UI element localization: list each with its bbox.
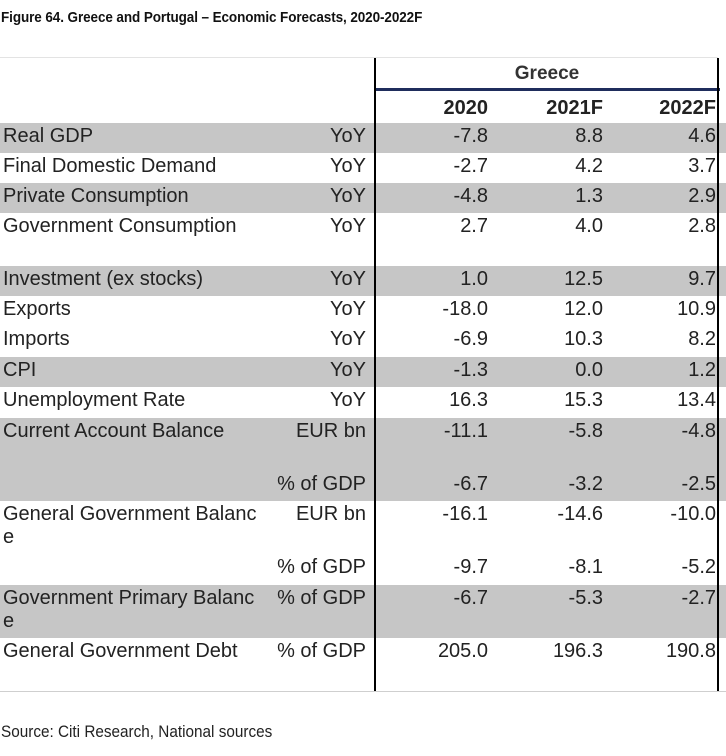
table-row: Government Consumption YoY 2.7 4.0 2.8	[0, 213, 726, 266]
value-cell: -3.2	[568, 473, 603, 495]
row-label: Current Account Balance	[3, 420, 225, 442]
table-row: Imports YoY -6.9 10.3 8.2	[0, 326, 726, 357]
value-cell: -6.7	[453, 473, 488, 495]
row-unit: YoY	[330, 215, 366, 237]
value-cell: 0.0	[575, 359, 603, 381]
table-row: General Government Debt % of GDP 205.0 196.…	[0, 638, 726, 691]
row-unit: YoY	[330, 389, 366, 411]
year-header-2022f: 2022F	[659, 97, 716, 119]
table-row: Final Domestic Demand YoY -2.7 4.2 3.7	[0, 153, 726, 183]
row-unit: % of GDP	[277, 556, 366, 578]
value-cell: 8.2	[688, 328, 716, 350]
value-cell: -2.7	[681, 587, 716, 609]
value-cell: 10.3	[564, 328, 603, 350]
bottom-rule	[0, 691, 726, 692]
table-divider-left	[374, 58, 376, 692]
table-divider-right	[717, 58, 719, 692]
value-cell: 12.5	[564, 268, 603, 290]
value-cell: 13.4	[677, 389, 716, 411]
table-row: CPI YoY -1.3 0.0 1.2	[0, 357, 726, 387]
value-cell: 4.2	[575, 155, 603, 177]
row-unit: YoY	[330, 359, 366, 381]
value-cell: -18.0	[442, 298, 488, 320]
value-cell: 190.8	[665, 640, 716, 662]
value-cell: 196.3	[552, 640, 603, 662]
row-label: Exports	[3, 298, 71, 320]
value-cell: -14.6	[557, 503, 603, 525]
value-cell: -11.1	[443, 420, 488, 442]
value-cell: 2.9	[688, 185, 716, 207]
row-label: Private Consumption	[3, 185, 189, 207]
value-cell: -2.7	[453, 155, 488, 177]
row-unit: YoY	[330, 298, 366, 320]
value-cell: -5.2	[681, 556, 716, 578]
value-cell: -6.9	[453, 328, 488, 350]
table-row: Government Primary Balance % of GDP -6.7 -5…	[0, 585, 726, 638]
value-cell: -2.5	[681, 473, 716, 495]
value-cell: 12.0	[564, 298, 603, 320]
row-label: Government Consumption	[3, 215, 237, 237]
row-unit: EUR bn	[295, 503, 366, 525]
value-cell: 4.6	[688, 125, 716, 147]
value-cell: -16.1	[442, 503, 488, 525]
value-cell: 1.3	[575, 185, 603, 207]
value-cell: 9.7	[688, 268, 716, 290]
table-row: Investment (ex stocks) YoY 1.0 12.5 9.7	[0, 266, 726, 296]
table-row: Real GDP YoY -7.8 8.8 4.6	[0, 123, 726, 153]
row-label: Final Domestic Demand	[3, 155, 217, 177]
value-cell: -9.7	[453, 556, 488, 578]
row-unit: YoY	[330, 268, 366, 290]
top-rule	[0, 57, 718, 58]
row-unit: YoY	[330, 185, 366, 207]
value-cell: 3.7	[688, 155, 716, 177]
table-row: % of GDP -6.7 -3.2 -2.5	[0, 471, 726, 501]
table-row: Private Consumption YoY -4.8 1.3 2.9	[0, 183, 726, 213]
row-unit: YoY	[330, 328, 366, 350]
value-cell: -4.8	[453, 185, 488, 207]
row-label: Imports	[3, 328, 70, 350]
row-label: General Government Balance	[3, 503, 257, 548]
row-unit: % of GDP	[277, 587, 366, 609]
source-note: Source: Citi Research, National sources	[1, 722, 273, 741]
value-cell: -5.3	[568, 587, 603, 609]
header-underline	[376, 88, 720, 91]
value-cell: 15.3	[564, 389, 603, 411]
table-row: Unemployment Rate YoY 16.3 15.3 13.4	[0, 387, 726, 418]
row-label: Investment (ex stocks)	[3, 268, 204, 290]
value-cell: -6.7	[453, 587, 488, 609]
value-cell: 2.7	[460, 215, 488, 237]
row-unit: YoY	[330, 155, 366, 177]
row-unit: EUR bn	[295, 420, 366, 442]
value-cell: 2.8	[688, 215, 716, 237]
row-label: Real GDP	[3, 125, 94, 147]
value-cell: -10.0	[670, 503, 716, 525]
value-cell: 1.2	[688, 359, 716, 381]
value-cell: -8.1	[568, 556, 603, 578]
table-row: General Government Balance EUR bn -16.1 -14…	[0, 501, 726, 554]
row-unit: % of GDP	[277, 473, 366, 495]
table-row: Exports YoY -18.0 12.0 10.9	[0, 296, 726, 326]
value-cell: -1.3	[453, 359, 488, 381]
value-cell: 8.8	[575, 125, 603, 147]
value-cell: -4.8	[681, 420, 716, 442]
value-cell: 4.0	[575, 215, 603, 237]
row-unit: % of GDP	[277, 640, 366, 662]
figure-title: Figure 64. Greece and Portugal – Economi…	[1, 9, 423, 26]
country-header: Greece	[514, 63, 580, 84]
value-cell: -5.8	[568, 420, 603, 442]
value-cell: 10.9	[677, 298, 716, 320]
row-unit: YoY	[330, 125, 366, 147]
value-cell: -7.8	[453, 125, 488, 147]
row-label: Unemployment Rate	[3, 389, 186, 411]
year-header-2020: 2020	[443, 97, 489, 119]
value-cell: 1.0	[460, 268, 488, 290]
row-label: Government Primary Balance	[3, 587, 255, 632]
row-label: CPI	[3, 359, 37, 381]
value-cell: 205.0	[437, 640, 488, 662]
value-cell: 16.3	[449, 389, 488, 411]
year-header-2021f: 2021F	[546, 97, 603, 119]
row-label: General Government Debt	[3, 640, 238, 662]
table-row: Current Account Balance EUR bn -11.1 -5.8 -4…	[0, 418, 726, 471]
table-row: % of GDP -9.7 -8.1 -5.2	[0, 554, 726, 585]
